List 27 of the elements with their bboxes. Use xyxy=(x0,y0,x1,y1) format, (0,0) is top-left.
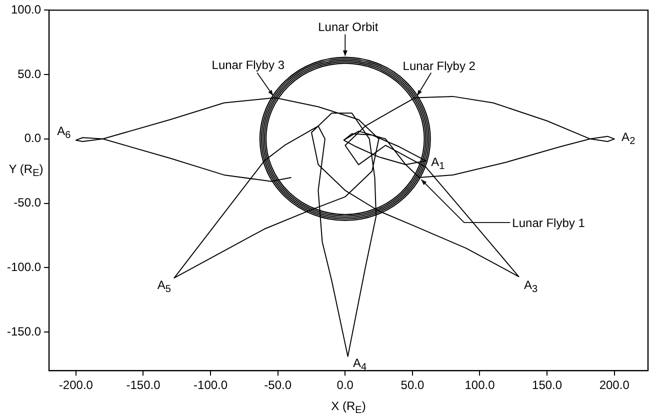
annotation: Lunar Flyby 1 xyxy=(512,216,585,230)
annotation: Lunar Flyby 2 xyxy=(402,58,476,73)
y-tick-label: 0.0 xyxy=(24,131,42,146)
annotation: A$_{5}$ xyxy=(157,278,171,296)
x-tick-label: 100.0 xyxy=(464,378,496,392)
x-tick-label: 150.0 xyxy=(532,378,562,392)
annotation: A$_{6}$ xyxy=(57,124,71,142)
x-tick-label: 50.0 xyxy=(400,378,424,392)
y-tick-label: -150.0 xyxy=(6,324,42,338)
x-tick-label: -100.0 xyxy=(194,378,228,392)
x-tick-label: 200.0 xyxy=(599,378,630,392)
y-tick-label: -50.0 xyxy=(14,196,42,210)
x-tick-label: -200.0 xyxy=(58,378,94,392)
x-tick-label: 0.0 xyxy=(336,378,354,392)
annotation: Lunar Orbit xyxy=(318,20,378,34)
annotation: A$_{2}$ xyxy=(622,130,636,148)
annotation: A$_{1}$ xyxy=(431,154,445,172)
y-axis-title: Y (R$_{E}$) xyxy=(8,162,44,180)
annotation: A$_{4}$ xyxy=(353,356,367,374)
annotation: A$_{3}$ xyxy=(524,277,538,295)
y-tick-label: -100.0 xyxy=(6,260,42,274)
x-axis-title: X (R$_{E}$) xyxy=(331,398,366,416)
annotation: Lunar Flyby 3 xyxy=(212,58,284,72)
x-tick-label: -150.0 xyxy=(126,378,161,392)
x-tick-label: -50.0 xyxy=(264,378,292,392)
y-tick-label: 50.0 xyxy=(18,66,42,81)
y-tick-label: 100.0 xyxy=(10,2,42,17)
